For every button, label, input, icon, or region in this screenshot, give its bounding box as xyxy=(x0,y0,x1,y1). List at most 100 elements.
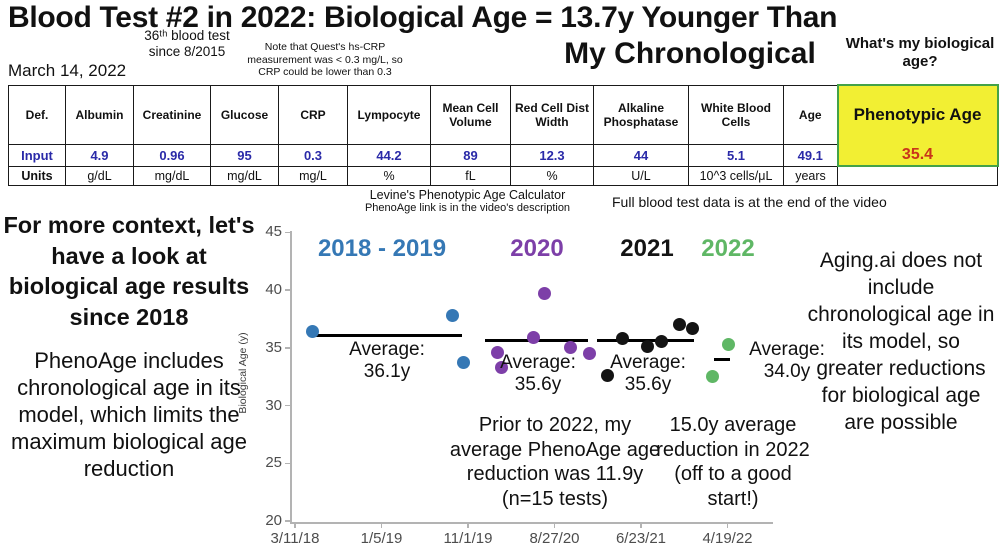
input-value-cell: 4.9 xyxy=(65,143,134,167)
units-cell: fL xyxy=(430,165,511,186)
column-header: White Blood Cells xyxy=(688,84,784,145)
test-date: March 14, 2022 xyxy=(8,61,127,80)
data-point xyxy=(685,321,699,335)
legend-item: 2018 - 2019 xyxy=(317,235,447,262)
units-cell: years xyxy=(783,165,838,186)
units-cell: mg/dL xyxy=(133,165,211,186)
phenotypic-age-value: 35.4 xyxy=(836,144,999,167)
y-tick-label: 35 xyxy=(265,338,282,356)
average-label-line: Average: xyxy=(349,339,425,360)
y-tick-mark xyxy=(285,289,290,291)
data-point xyxy=(583,347,597,361)
left-context-heading: For more context, let's have a look at b… xyxy=(3,212,255,330)
title-line-1: Blood Test #2 in 2022: Biological Age = … xyxy=(8,1,838,34)
data-point xyxy=(655,335,669,349)
average-label-line: 35.6y xyxy=(514,374,562,395)
units-cell: mg/dL xyxy=(210,165,279,186)
y-tick-mark xyxy=(285,404,290,407)
y-tick-mark xyxy=(285,520,290,522)
data-point xyxy=(600,368,614,382)
units-cell: U/L xyxy=(593,165,689,186)
calculator-caption-line1: Levine's Phenotypic Age Calculator xyxy=(369,188,566,202)
column-header: CRP xyxy=(278,84,348,145)
x-axis-line xyxy=(290,522,773,524)
data-point xyxy=(490,345,504,359)
x-tick-label: 6/23/21 xyxy=(615,530,667,547)
biological-age-question: What's my biological age? xyxy=(845,35,995,70)
units-row-label: Units xyxy=(8,165,66,186)
column-header: Mean Cell Volume xyxy=(430,84,511,145)
input-value-cell: 0.3 xyxy=(278,143,348,167)
average-label: Average: 35.6y xyxy=(610,352,686,396)
blood-test-table: Def. Albumin Creatinine Glucose CRP Lympocyte… xyxy=(8,84,999,186)
input-row-label: Input xyxy=(8,143,66,167)
legend-item: 2020 xyxy=(510,235,564,262)
x-tick-mark xyxy=(640,522,642,528)
calculator-caption-line2: PhenoAge link is in the video's descript… xyxy=(364,202,571,214)
average-label: Average: 34.0y xyxy=(749,339,825,383)
data-point xyxy=(564,341,578,355)
phenotypic-age-units-cell xyxy=(837,165,998,186)
units-cell: 10^3 cells/μL xyxy=(688,165,784,186)
data-point xyxy=(537,286,551,300)
data-point xyxy=(706,370,720,384)
x-tick-label: 3/11/18 xyxy=(270,530,320,547)
average-label-line: 34.0y xyxy=(763,361,811,382)
data-point xyxy=(495,360,509,374)
x-tick-mark xyxy=(553,522,556,528)
data-point xyxy=(721,337,735,351)
data-point xyxy=(445,308,459,322)
data-point xyxy=(457,356,471,370)
average-label-line: Average: xyxy=(500,352,576,373)
x-tick-mark xyxy=(467,522,469,528)
x-tick-label: 4/19/22 xyxy=(702,530,753,547)
data-point xyxy=(672,318,686,332)
y-axis-line xyxy=(290,231,292,522)
average-label: Average: 35.6y xyxy=(500,352,576,396)
x-tick-mark xyxy=(380,522,383,528)
y-tick-label: 45 xyxy=(265,223,282,241)
x-tick-mark xyxy=(726,522,729,528)
test-count-note: 36ᵗʰ blood test since 8/2015 xyxy=(144,28,230,59)
y-tick-label: 40 xyxy=(265,281,282,298)
x-tick-mark xyxy=(294,522,296,528)
y-tick-label: 30 xyxy=(265,396,282,414)
average-line xyxy=(311,333,462,337)
data-point xyxy=(616,332,630,345)
average-label-line: 35.6y xyxy=(624,374,672,395)
legend-item: 2022 xyxy=(701,235,755,262)
x-tick-label: 11/1/19 xyxy=(443,530,493,547)
average-label-line: 36.1y xyxy=(363,361,411,382)
column-header: Lympocyte xyxy=(347,84,431,145)
right-agingai-note: Aging.ai does not include chronological … xyxy=(807,249,995,434)
average-line xyxy=(713,357,731,361)
2022-reduction-annotation: 15.0y average reduction in 2022 (off to … xyxy=(656,414,810,510)
phenotypic-age-header: Phenotypic Age xyxy=(836,84,999,144)
data-point xyxy=(527,330,541,344)
data-point xyxy=(305,325,319,339)
calculator-caption: Levine's Phenotypic Age Calculator Pheno… xyxy=(355,188,580,215)
prior-2022-annotation: Prior to 2022, my average PhenoAge age r… xyxy=(449,414,661,510)
input-value-cell: 0.96 xyxy=(133,143,211,167)
input-value-cell: 44.2 xyxy=(347,143,431,167)
column-header: Alkaline Phosphatase xyxy=(593,84,689,145)
average-label-line: Average: xyxy=(610,352,686,373)
y-tick-mark xyxy=(285,347,290,349)
y-tick-mark xyxy=(285,462,290,464)
column-header: Age xyxy=(783,84,838,145)
column-header: Creatinine xyxy=(133,84,211,145)
input-value-cell: 5.1 xyxy=(688,143,784,167)
y-tick-mark xyxy=(285,231,290,233)
crp-measurement-note: Note that Quest's hs-CRP measurement was… xyxy=(247,41,403,78)
title-line-2: My Chronological xyxy=(564,37,816,70)
units-cell: % xyxy=(510,165,594,186)
average-label-line: Average: xyxy=(749,339,825,360)
legend-item: 2021 xyxy=(620,235,674,262)
x-tick-label: 8/27/20 xyxy=(529,530,580,547)
y-tick-label: 20 xyxy=(265,512,282,529)
average-label: Average: 36.1y xyxy=(349,339,425,383)
left-phenoage-note: PhenoAge includes chronological age in i… xyxy=(11,348,247,481)
data-point xyxy=(641,340,655,354)
